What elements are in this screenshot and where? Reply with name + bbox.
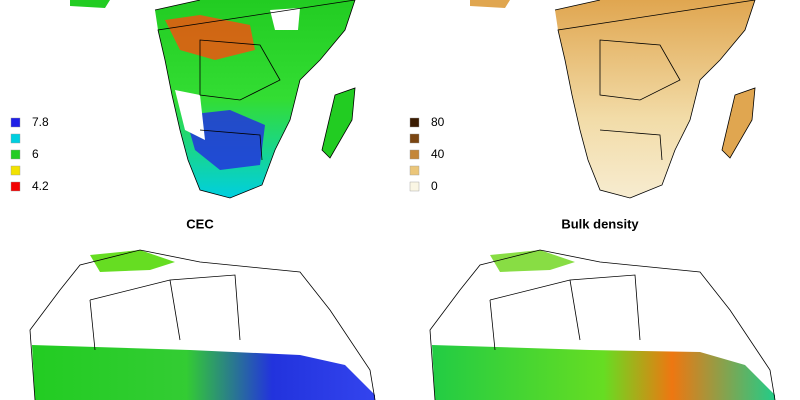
legend-label: 80: [431, 115, 445, 129]
legend-swatch: [10, 149, 21, 160]
legend-swatch: [10, 133, 21, 144]
legend-label: 40: [431, 147, 445, 161]
map-bulk-north: [429, 249, 776, 400]
legend-swatch: [10, 181, 21, 192]
legend-label: 4.2: [32, 179, 49, 193]
legend-label: 7.8: [32, 115, 49, 129]
legend-swatch: [409, 165, 420, 176]
legend-swatch: [409, 181, 420, 192]
legend-label: 0: [431, 179, 438, 193]
legend-swatch: [409, 133, 420, 144]
legend-swatch: [10, 165, 21, 176]
legend-swatch: [10, 117, 21, 128]
panel-title: Bulk density: [561, 216, 639, 231]
legend-label: 6: [32, 147, 39, 161]
map-bulk-south: [470, 0, 756, 199]
panel-title: CEC: [186, 216, 214, 231]
map-cec-south: [70, 0, 356, 199]
legend-swatch: [409, 149, 420, 160]
legend-swatch: [409, 117, 420, 128]
map-cec-north: [29, 249, 376, 400]
